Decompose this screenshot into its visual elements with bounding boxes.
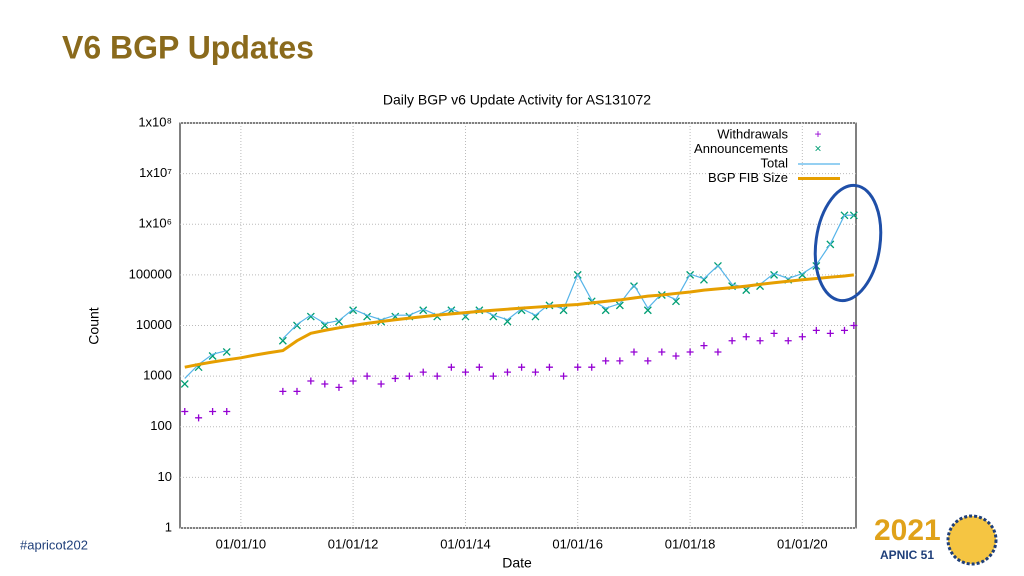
data-point <box>850 322 858 329</box>
y-tick-label: 1x10⁸ <box>138 114 172 129</box>
data-point <box>728 337 736 345</box>
data-point <box>419 368 427 376</box>
data-point <box>643 306 652 315</box>
data-point <box>630 348 638 356</box>
data-point <box>180 380 189 388</box>
data-point <box>195 414 203 422</box>
data-point <box>545 363 553 371</box>
data-point <box>363 372 371 380</box>
data-point <box>405 372 413 380</box>
data-point <box>419 306 428 315</box>
y-tick-label: 1x10⁷ <box>139 165 172 180</box>
data-point <box>686 348 694 356</box>
data-point <box>658 348 666 356</box>
data-point <box>293 387 301 395</box>
data-point <box>209 408 217 416</box>
data-point <box>615 301 624 310</box>
legend-swatch: + <box>814 127 821 141</box>
data-point <box>560 372 568 380</box>
legend-label: BGP FIB Size <box>708 170 788 185</box>
data-point <box>181 408 189 416</box>
x-tick-label: 01/01/14 <box>440 536 491 551</box>
x-tick-label: 01/01/16 <box>552 536 603 551</box>
series-line <box>184 349 227 379</box>
data-point <box>503 368 511 376</box>
x-tick-label: 01/01/18 <box>665 536 716 551</box>
data-point <box>644 357 652 365</box>
legend-label: Total <box>761 155 789 170</box>
legend-label: Withdrawals <box>717 126 788 141</box>
data-point <box>700 342 708 350</box>
series-line <box>184 273 855 369</box>
y-tick-label: 1 <box>165 519 172 534</box>
data-point <box>616 357 624 365</box>
data-point <box>812 326 820 334</box>
data-point <box>391 374 399 382</box>
data-point <box>278 336 287 345</box>
data-point <box>475 363 483 371</box>
data-point <box>349 306 358 315</box>
legend-swatch: × <box>814 142 821 156</box>
x-tick-label: 01/01/20 <box>777 536 828 551</box>
data-point <box>447 363 455 371</box>
data-point <box>279 387 287 395</box>
logo-text: APNIC 51 <box>880 548 934 562</box>
data-point <box>461 368 469 376</box>
data-point <box>518 363 526 371</box>
data-point <box>672 352 680 360</box>
logo-sun <box>946 514 998 566</box>
data-point <box>770 329 778 337</box>
data-point <box>306 312 315 321</box>
y-tick-label: 10 <box>158 469 172 484</box>
chart-title: Daily BGP v6 Update Activity for AS13107… <box>383 92 651 108</box>
y-tick-label: 1x10⁶ <box>138 216 172 231</box>
x-tick-label: 01/01/12 <box>328 536 379 551</box>
data-point <box>784 337 792 345</box>
x-tick-label: 01/01/10 <box>216 536 267 551</box>
data-point <box>602 357 610 365</box>
data-point <box>223 408 231 416</box>
y-tick-label: 100000 <box>129 266 172 281</box>
data-point <box>742 333 750 341</box>
x-axis-label: Date <box>502 555 532 571</box>
data-point <box>321 380 329 388</box>
slide-title: V6 BGP Updates <box>62 29 314 65</box>
data-point <box>377 380 385 388</box>
logo-year: 2021 <box>874 514 941 547</box>
data-point <box>826 329 834 337</box>
data-point <box>770 270 779 279</box>
data-point <box>307 377 315 385</box>
data-point <box>756 337 764 345</box>
data-point <box>714 348 722 356</box>
legend-label: Announcements <box>694 141 788 156</box>
data-point <box>433 372 441 380</box>
y-tick-label: 10000 <box>136 317 172 332</box>
data-point <box>222 348 231 356</box>
data-point <box>489 372 497 380</box>
data-point <box>798 333 806 341</box>
data-point <box>840 326 848 334</box>
plot-area: 1 10 100 1000 10000 100000 1x10⁶ 1x10⁷ 1x10⁸ 01/0… <box>129 114 858 551</box>
data-point <box>574 363 582 371</box>
data-point <box>531 368 539 376</box>
footer-tag: #apricot202 <box>20 537 88 552</box>
y-tick-label: 100 <box>150 418 172 433</box>
y-axis-label: Count <box>86 307 102 344</box>
data-point <box>588 363 596 371</box>
annotation-circle <box>813 183 883 303</box>
series-line <box>282 214 854 340</box>
data-point <box>349 377 357 385</box>
data-point <box>335 383 343 391</box>
y-tick-label: 1000 <box>143 368 172 383</box>
